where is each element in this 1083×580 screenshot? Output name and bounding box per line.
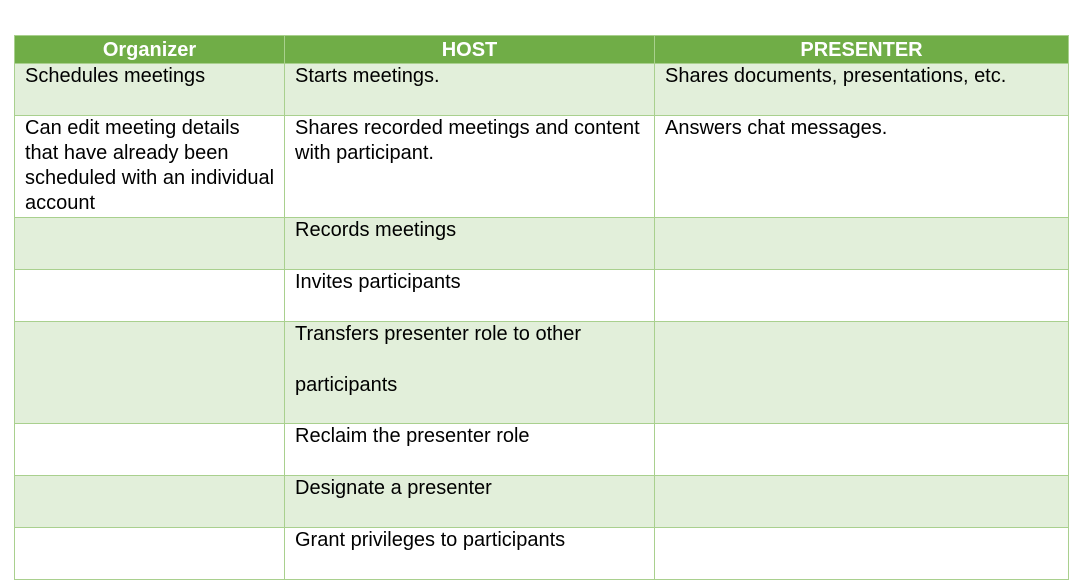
host-cell: Grant privileges to participants [284,527,655,580]
table-row: Designate a presenter [14,475,1069,528]
header-organizer: Organizer [14,35,285,64]
organizer-cell: Schedules meetings [14,63,285,116]
presenter-cell [654,321,1069,424]
presenter-cell [654,423,1069,476]
header-host: HOST [284,35,655,64]
table-row: Reclaim the presenter role [14,423,1069,476]
table-row: Can edit meeting details that have alrea… [14,115,1069,218]
host-cell: Starts meetings. [284,63,655,116]
host-cell: Designate a presenter [284,475,655,528]
presenter-cell [654,217,1069,270]
presenter-cell: Shares documents, presentations, etc. [654,63,1069,116]
presenter-cell [654,527,1069,580]
table-row: Schedules meetings Starts meetings. Shar… [14,63,1069,116]
host-cell-line-2: participants [295,374,398,396]
host-cell: Records meetings [284,217,655,270]
organizer-cell [14,527,285,580]
table-row: Records meetings [14,217,1069,270]
table-row: Transfers presenter role to other partic… [14,321,1069,424]
presenter-cell [654,269,1069,322]
table-row: Invites participants [14,269,1069,322]
host-cell: Shares recorded meetings and content wit… [284,115,655,218]
organizer-cell [14,217,285,270]
organizer-cell [14,321,285,424]
host-cell-line-1: Transfers presenter role to other [295,323,582,345]
organizer-cell [14,423,285,476]
header-row: Organizer HOST PRESENTER [14,35,1069,64]
presenter-cell: Answers chat messages. [654,115,1069,218]
organizer-cell [14,475,285,528]
host-cell: Invites participants [284,269,655,322]
host-cell: Transfers presenter role to other partic… [284,321,655,424]
presenter-cell [654,475,1069,528]
host-cell: Reclaim the presenter role [284,423,655,476]
header-presenter: PRESENTER [654,35,1069,64]
organizer-cell: Can edit meeting details that have alrea… [14,115,285,218]
organizer-cell [14,269,285,322]
roles-table: Organizer HOST PRESENTER Schedules meeti… [14,35,1069,580]
table-row: Grant privileges to participants [14,527,1069,580]
